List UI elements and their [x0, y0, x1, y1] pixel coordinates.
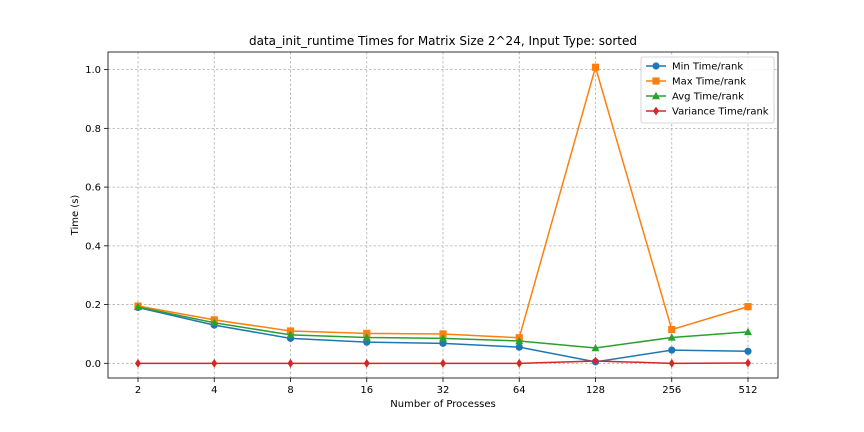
series-group	[134, 63, 752, 368]
legend-label: Avg Time/rank	[672, 92, 744, 103]
legend-item: Variance Time/rank	[646, 107, 769, 118]
data-point	[516, 358, 523, 368]
x-tick-label: 256	[662, 385, 681, 396]
data-point	[210, 318, 219, 326]
data-point	[286, 330, 295, 339]
data-point	[363, 358, 370, 368]
data-point	[744, 327, 752, 336]
legend-marker	[652, 77, 660, 85]
data-point	[668, 346, 676, 354]
y-tick-label: 0.8	[85, 124, 101, 135]
x-axis-title: Number of Processes	[390, 399, 495, 410]
data-point	[744, 303, 752, 311]
data-point	[591, 343, 600, 352]
chart-title: data_init_runtime Times for Matrix Size …	[249, 34, 637, 48]
x-tick-label: 128	[586, 385, 605, 396]
y-tick-label: 0.2	[85, 300, 101, 311]
x-tick-label: 512	[738, 385, 757, 396]
legend-item: Avg Time/rank	[646, 92, 744, 103]
x-tick-label: 4	[211, 385, 217, 396]
data-point	[668, 358, 675, 368]
y-tick-label: 1.0	[85, 65, 101, 76]
x-tick-label: 16	[360, 385, 373, 396]
data-point	[362, 333, 371, 341]
legend-marker	[652, 62, 660, 70]
legend-marker	[653, 106, 659, 116]
x-tick-label: 64	[513, 385, 526, 396]
legend-item: Max Time/rank	[646, 77, 746, 88]
data-point	[135, 358, 141, 368]
series-variance-time-rank	[135, 356, 751, 368]
legend-marker	[652, 91, 660, 100]
data-point	[591, 63, 600, 71]
data-point	[440, 358, 446, 368]
legend-item: Min Time/rank	[646, 62, 743, 73]
axis-ticks: 2 4 8 16 32 64 128 256 512 0.0 0.2 0.4 0.6 0.8 1.0	[85, 65, 757, 396]
x-tick-label: 32	[437, 385, 450, 396]
legend-label: Variance Time/rank	[672, 107, 769, 118]
data-point	[668, 325, 676, 334]
legend-box	[640, 56, 775, 124]
y-tick-label: 0.4	[85, 241, 101, 252]
data-point	[744, 347, 752, 355]
data-point	[515, 336, 524, 345]
data-point	[667, 333, 676, 341]
y-tick-label: 0.0	[85, 359, 101, 370]
data-point	[287, 358, 294, 368]
data-point	[515, 343, 523, 351]
data-point	[134, 302, 142, 311]
data-point	[211, 358, 218, 368]
data-point	[745, 358, 751, 368]
data-point	[439, 330, 447, 338]
legend-label: Max Time/rank	[672, 77, 746, 88]
x-tick-label: 8	[287, 385, 293, 396]
y-axis-title: Time (s)	[70, 195, 81, 237]
y-tick-label: 0.6	[85, 183, 101, 194]
series-avg-time-rank	[134, 302, 752, 352]
data-point	[592, 356, 599, 366]
legend: Min Time/rank Max Time/rank Avg Time/rank V…	[640, 56, 775, 124]
legend-label: Min Time/rank	[672, 62, 743, 73]
x-tick-label: 2	[135, 385, 141, 396]
data-point	[439, 334, 447, 342]
